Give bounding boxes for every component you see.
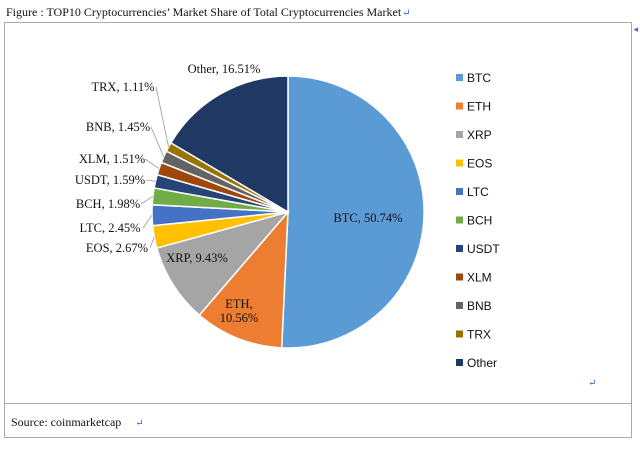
legend-label-eos: EOS: [467, 157, 492, 171]
return-mark-icon: ↵: [588, 378, 597, 389]
leader-line-ltc: [142, 214, 153, 229]
leader-line-trx: [155, 86, 169, 148]
legend-label-other: Other: [467, 356, 497, 370]
slice-xrp: [155, 210, 291, 317]
data-label-trx: TRX, 1.11%: [91, 80, 154, 94]
data-label-bnb: BNB, 1.45%: [86, 120, 150, 134]
chart-frame: [4, 22, 632, 404]
data-labels: BTC, 50.74% ETH, 10.56% XRP, 9.43% EOS, 2.67…: [75, 62, 403, 325]
legend-swatch-usdt: [456, 245, 463, 252]
legend: BTC ETH XRP EOS LTC BCH USDT XLM BNB TRX Other: [456, 71, 500, 370]
data-label-other: Other, 16.51%: [188, 62, 261, 76]
leader-line-eos: [149, 236, 155, 249]
legend-label-eth: ETH: [467, 100, 491, 114]
data-label-ltc: LTC, 2.45%: [80, 221, 141, 235]
source-line: Source: coinmarketcap ↵: [11, 415, 144, 430]
legend-swatch-ltc: [456, 188, 463, 195]
slice-btc: [280, 75, 425, 349]
legend-swatch-eos: [456, 159, 463, 167]
data-label-eos: EOS, 2.67%: [86, 241, 148, 255]
legend-label-bch: BCH: [467, 214, 492, 228]
legend-label-ltc: LTC: [467, 185, 489, 199]
legend-swatch-xlm: [456, 273, 463, 281]
figure-title: Figure : TOP10 Cryptocurrencies’ Market …: [6, 5, 411, 20]
leader-line-usdt: [146, 179, 156, 182]
data-label-xlm: XLM, 1.51%: [79, 152, 145, 166]
figure-title-text: Figure : TOP10 Cryptocurrencies’ Market …: [6, 5, 402, 19]
pie-slices: [151, 75, 425, 349]
legend-label-btc: BTC: [467, 71, 491, 85]
leader-lines: [140, 86, 169, 249]
table-end-mark-icon: ◂: [633, 24, 638, 34]
legend-swatch-bch: [456, 216, 463, 224]
legend-label-xrp: XRP: [467, 128, 492, 142]
leader-line-bnb: [150, 126, 165, 157]
legend-swatch-btc: [456, 74, 463, 81]
source-text: Source: coinmarketcap: [11, 415, 122, 429]
legend-swatch-eth: [456, 102, 463, 110]
legend-swatch-trx: [456, 330, 463, 338]
data-label-bch: BCH, 1.98%: [76, 197, 140, 211]
legend-swatch-bnb: [456, 302, 463, 309]
slice-other: [169, 75, 289, 214]
leader-line-xlm: [144, 158, 160, 169]
return-mark-icon: ↵: [135, 418, 144, 429]
legend-label-xlm: XLM: [467, 271, 492, 285]
source-box: Source: coinmarketcap ↵: [4, 404, 632, 438]
data-label-eth: ETH, 10.56%: [220, 297, 259, 325]
slice-eth: [198, 209, 289, 349]
data-label-xrp: XRP, 9.43%: [166, 251, 227, 265]
legend-label-usdt: USDT: [467, 242, 500, 256]
legend-swatch-other: [456, 359, 463, 366]
leader-line-bch: [140, 195, 154, 205]
legend-label-bnb: BNB: [467, 299, 492, 313]
legend-label-trx: TRX: [467, 328, 491, 342]
legend-swatch-xrp: [456, 131, 463, 138]
return-mark-icon: ↵: [402, 8, 411, 19]
data-label-btc: BTC, 50.74%: [333, 211, 402, 225]
data-label-usdt: USDT, 1.59%: [75, 173, 145, 187]
